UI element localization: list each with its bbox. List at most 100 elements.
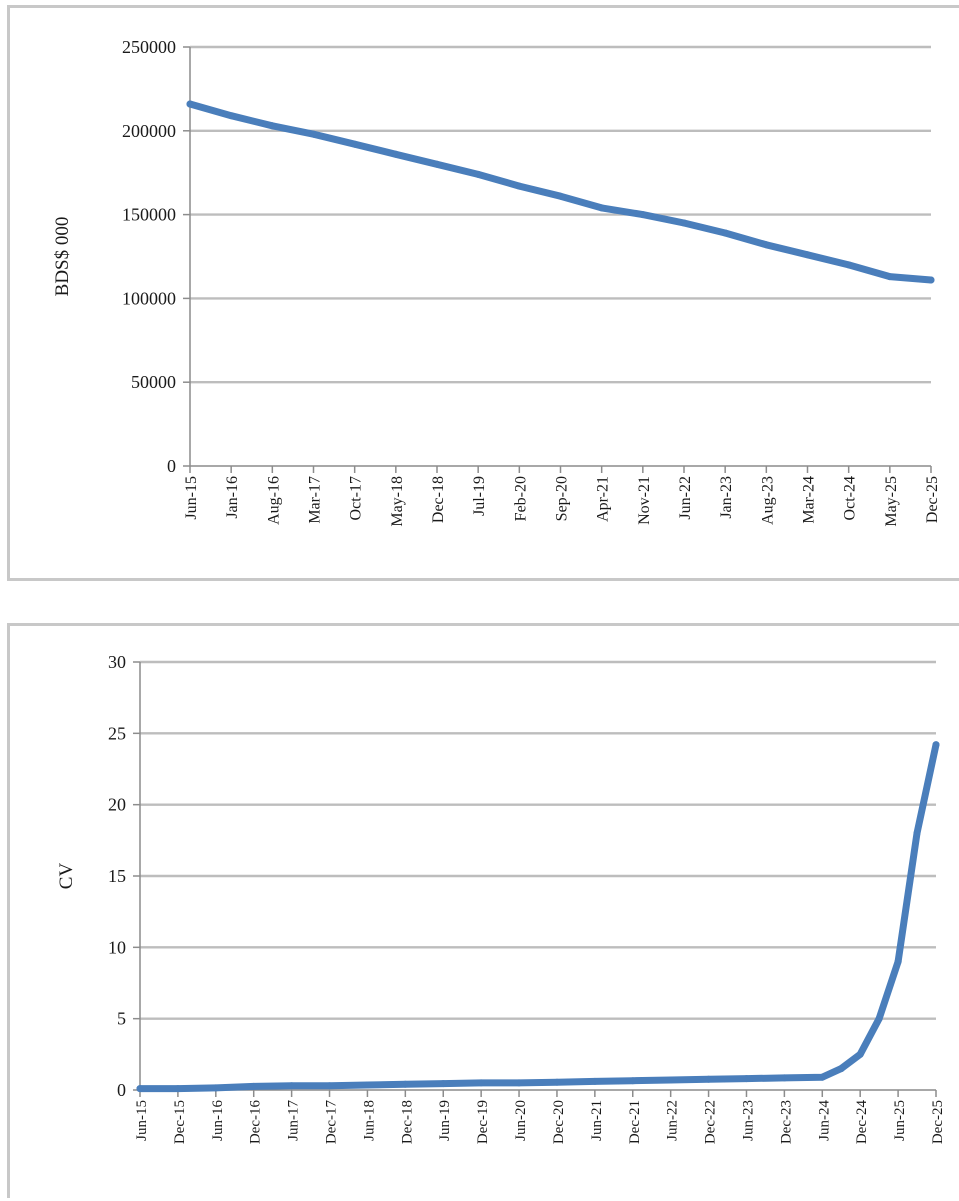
data-point [913, 829, 921, 837]
data-point [433, 160, 441, 168]
data-point [392, 150, 400, 158]
y-tick-label: 0 [167, 456, 176, 476]
x-tick-label: Jun-22 [677, 476, 694, 520]
data-point [553, 1078, 561, 1086]
data-point [927, 276, 935, 284]
y-tick-label: 20 [108, 795, 126, 815]
data-point [515, 1079, 523, 1087]
data-point [804, 251, 811, 259]
data-point [250, 1082, 258, 1090]
data-point [515, 182, 523, 190]
chart-panel-balance: 0 50000 100000 150000 200000 250000 Jun-15 Jan-… [7, 5, 959, 581]
y-tick-label: 15 [108, 866, 126, 886]
y-tick-label: 5 [117, 1009, 126, 1029]
data-point [780, 1074, 788, 1082]
y-tick-label: 25 [108, 723, 126, 743]
x-tick-label: Jun-15 [183, 476, 200, 520]
y-tick-label: 30 [108, 652, 126, 672]
x-tick-label: Jul-19 [471, 476, 488, 516]
x-tick-label: Jan-16 [224, 476, 241, 519]
balance-line-chart: 0 50000 100000 150000 200000 250000 Jun-15 Jan-… [52, 37, 941, 527]
x-tick-label: Jun-18 [361, 1100, 377, 1141]
x-tick-label: Sep-20 [554, 476, 571, 521]
data-point [474, 170, 482, 178]
x-tick-label: Oct-17 [348, 476, 365, 520]
data-point [477, 1079, 485, 1087]
x-tick-label: Oct-24 [842, 476, 859, 520]
data-point [351, 140, 359, 148]
x-tick-label: Jun-21 [589, 1100, 605, 1141]
data-point [186, 100, 194, 108]
data-point [268, 122, 276, 130]
data-point [629, 1077, 637, 1085]
x-tick-label: Dec-21 [627, 1100, 643, 1144]
x-tick-label: Jun-23 [740, 1100, 756, 1141]
x-tick-label: Dec-22 [703, 1100, 719, 1144]
data-point [288, 1082, 296, 1090]
data-point [762, 241, 770, 249]
data-point [439, 1080, 447, 1088]
x-tick-label: Jan-23 [718, 476, 735, 519]
x-tick-label: Mar-17 [307, 476, 324, 524]
x-tick-label: Jun-25 [892, 1100, 908, 1141]
data-point [326, 1082, 333, 1090]
x-tick-label: Dec-23 [778, 1100, 794, 1144]
x-tick-label: May-25 [883, 476, 900, 527]
x-tick-label: Apr-21 [595, 476, 612, 522]
data-point [856, 1050, 864, 1058]
data-point [598, 204, 606, 212]
data-point [705, 1075, 713, 1083]
x-tick-label: Dec-15 [172, 1100, 188, 1144]
data-point [557, 192, 564, 200]
y-tick-label: 200000 [122, 121, 176, 141]
x-tick-label: Jun-24 [816, 1100, 832, 1141]
x-tick-label: Mar-24 [801, 476, 818, 524]
x-tick-label: Dec-19 [475, 1100, 491, 1144]
data-point [401, 1080, 409, 1088]
data-point [212, 1084, 220, 1092]
data-point [310, 130, 317, 138]
x-tick-label: Jun-22 [665, 1100, 681, 1141]
y-axis-title: CV [56, 863, 77, 890]
chart-panel-cv: 0 5 10 15 20 25 30 Jun-15 Dec-15 Jun-16 Dec-16 Jun-… [7, 623, 959, 1198]
data-point [721, 229, 729, 237]
data-point [875, 1015, 883, 1023]
data-point [639, 211, 647, 219]
y-tick-label: 100000 [122, 288, 176, 308]
data-point [894, 958, 902, 966]
x-tick-label: Dec-25 [930, 1100, 946, 1144]
series-line [136, 741, 940, 1093]
cv-line-chart: 0 5 10 15 20 25 30 Jun-15 Dec-15 Jun-16 Dec-16 Jun-… [56, 652, 946, 1145]
x-tick-label: Feb-20 [512, 476, 529, 521]
y-tick-label: 150000 [122, 205, 176, 225]
data-point [743, 1075, 750, 1083]
y-tick-label: 250000 [122, 37, 176, 57]
data-point [174, 1085, 182, 1093]
x-tick-label: Dec-16 [248, 1100, 264, 1145]
y-axis-title: BDS$ 000 [52, 217, 73, 297]
x-tick-label: Jun-17 [286, 1100, 302, 1141]
data-point [680, 219, 688, 227]
x-tick-label: May-18 [389, 476, 406, 527]
data-point [837, 1065, 845, 1073]
data-point [886, 273, 894, 281]
x-tick-label: Jun-16 [210, 1100, 226, 1141]
x-tick-label: Jun-15 [134, 1100, 150, 1141]
x-tick-label: Dec-18 [399, 1100, 415, 1144]
data-point [818, 1073, 826, 1081]
x-tick-label: Dec-25 [924, 476, 941, 523]
x-tick-label: Dec-18 [430, 476, 447, 523]
data-point [591, 1077, 599, 1085]
x-tick-label: Jun-19 [437, 1100, 453, 1141]
x-tick-label: Dec-17 [324, 1100, 340, 1145]
data-point [227, 112, 235, 120]
x-tick-label: Jun-20 [513, 1100, 529, 1141]
y-tick-label: 0 [117, 1080, 126, 1100]
data-point [136, 1085, 144, 1093]
x-tick-label: Aug-16 [265, 476, 282, 525]
x-tick-label: Nov-21 [636, 476, 653, 525]
y-tick-label: 10 [108, 937, 126, 957]
data-point [363, 1081, 371, 1089]
y-tick-label: 50000 [131, 372, 176, 392]
x-tick-label: Dec-24 [854, 1100, 870, 1145]
